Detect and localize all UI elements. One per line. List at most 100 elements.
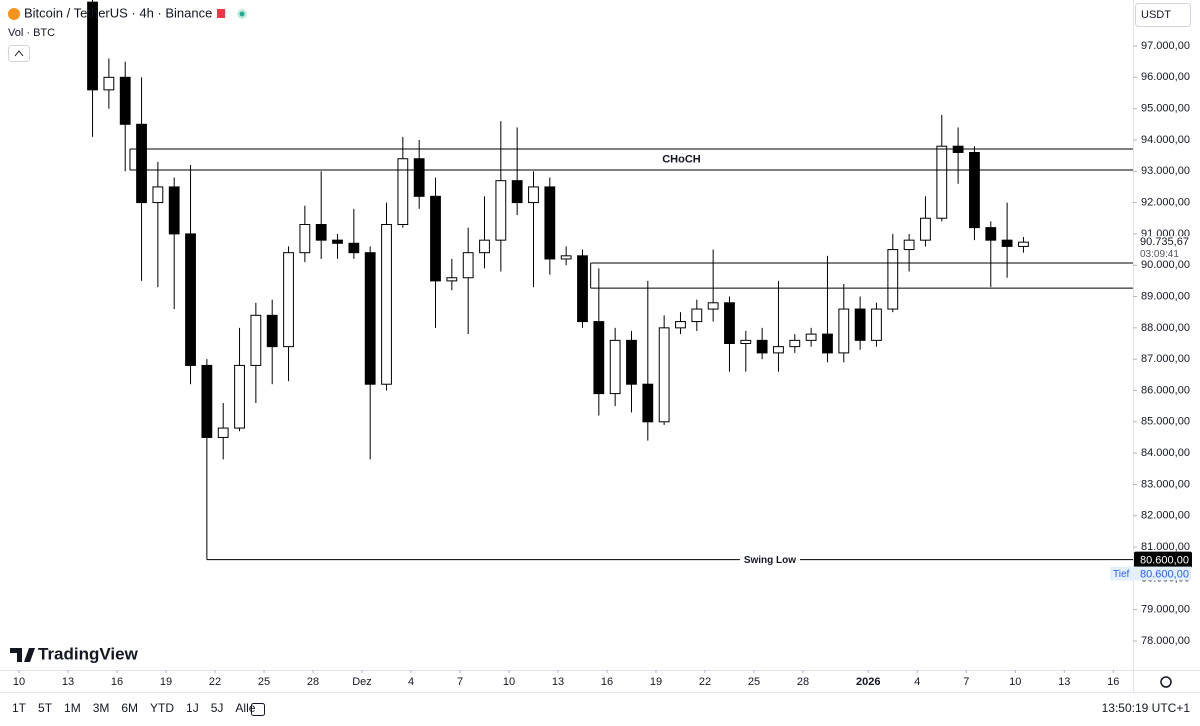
candle-body: [789, 339, 801, 348]
timeframe-button[interactable]: 5T: [38, 701, 53, 715]
candle-body: [315, 224, 327, 241]
candle-body: [495, 180, 507, 241]
timeframe-button[interactable]: YTD: [150, 701, 174, 715]
y-tick-label: 89.000,00: [1141, 290, 1190, 302]
x-tick-label: 25: [258, 676, 270, 688]
candle-body: [658, 327, 670, 423]
candle-body: [185, 233, 196, 366]
candle-body: [544, 186, 556, 260]
status-dot: [239, 11, 245, 17]
candle-body: [430, 195, 441, 282]
x-tick-label: 2026: [856, 676, 880, 688]
timeframe-button[interactable]: 1M: [64, 701, 81, 715]
low-marker-price: 80.600,00: [1140, 568, 1189, 580]
candle-body: [152, 186, 164, 204]
candle-body: [136, 123, 147, 204]
x-tick-label: 7: [963, 676, 969, 688]
last-price-bg: [1136, 236, 1192, 261]
settings-icon[interactable]: [1160, 676, 1172, 688]
x-tick-label: 13: [62, 676, 74, 688]
candle-body: [903, 239, 915, 251]
candle-body: [936, 145, 948, 219]
timeframe-button[interactable]: 3M: [93, 701, 110, 715]
clock: 13:50:19 UTC+1: [1102, 701, 1191, 715]
currency-label[interactable]: USDT: [1141, 9, 1171, 21]
timeframe-button[interactable]: Alle: [235, 701, 255, 715]
y-tick-label: 84.000,00: [1141, 447, 1190, 459]
candle-body: [773, 346, 784, 354]
x-tick-label: 4: [914, 676, 920, 688]
flag-icon[interactable]: [217, 9, 225, 18]
candle-body: [985, 227, 997, 241]
x-tick-label: 10: [1009, 676, 1021, 688]
x-tick-label: Dez: [352, 676, 372, 688]
level-label: Swing Low: [744, 555, 796, 566]
y-tick-label: 94.000,00: [1141, 134, 1190, 146]
candle-body: [707, 302, 719, 310]
candle-body: [299, 224, 311, 254]
timeframe-button[interactable]: 5J: [211, 701, 224, 715]
candle-body: [822, 333, 833, 354]
candle-body: [609, 339, 621, 395]
x-tick-label: 16: [601, 676, 613, 688]
y-tick-label: 79.000,00: [1141, 604, 1190, 616]
level-price-label: 80.600,00: [1140, 554, 1189, 566]
timeframe-button[interactable]: 1J: [186, 701, 199, 715]
candle-body: [217, 427, 229, 438]
calendar-icon[interactable]: [251, 703, 265, 716]
x-tick-label: 22: [209, 676, 221, 688]
low-marker-bg: [1110, 566, 1191, 581]
candle-body: [675, 321, 686, 329]
y-tick-label: 92.000,00: [1141, 196, 1190, 208]
x-tick-label: 7: [457, 676, 463, 688]
y-tick-label: 82.000,00: [1141, 510, 1190, 522]
plot-area: [87, 0, 1133, 561]
logo-text: TradingView: [38, 644, 139, 663]
timeframe-button[interactable]: 1T: [12, 701, 27, 715]
candle-body: [511, 180, 523, 204]
x-tick-label: 10: [13, 676, 25, 688]
x-tick-label: 28: [307, 676, 319, 688]
timeframe-button[interactable]: 6M: [121, 701, 138, 715]
candle-body: [1001, 239, 1013, 247]
candle-body: [756, 339, 768, 354]
zone-label: CHoCH: [662, 153, 701, 165]
currency-button[interactable]: [1135, 3, 1191, 27]
candle-body: [577, 255, 588, 323]
candle-body: [462, 252, 474, 279]
y-tick-label: 87.000,00: [1141, 353, 1190, 365]
candle-body: [364, 252, 376, 385]
low-marker-label: Tief: [1113, 569, 1130, 580]
collapse-button[interactable]: [8, 45, 30, 62]
candle-body: [87, 1, 98, 91]
y-tick-label: 86.000,00: [1141, 384, 1190, 396]
symbol-icon: [8, 8, 20, 20]
candle-body: [234, 364, 245, 429]
candle-body: [446, 277, 458, 282]
y-tick-label: 97.000,00: [1141, 40, 1190, 52]
y-tick-label: 95.000,00: [1141, 103, 1190, 115]
candle-body: [1018, 241, 1029, 247]
candle-body: [920, 217, 931, 241]
level-label-bg: [739, 552, 800, 567]
candle-body: [201, 364, 213, 438]
logo: TradingView: [10, 644, 139, 663]
symbol-title: Bitcoin / TetherUS · 4h · Binance: [24, 5, 212, 20]
x-tick-label: 13: [552, 676, 564, 688]
candle-body: [168, 186, 180, 235]
x-tick-label: 4: [408, 676, 414, 688]
candle-body: [348, 242, 360, 254]
candle-body: [528, 186, 539, 204]
collapse-icon: [14, 50, 24, 57]
candle-body: [691, 308, 703, 323]
candle-body: [397, 158, 409, 226]
candle-body: [626, 339, 637, 385]
y-tick-label: 88.000,00: [1141, 322, 1190, 334]
candle-body: [887, 249, 899, 310]
x-tick-label: 28: [797, 676, 809, 688]
candle-body: [854, 308, 866, 341]
candle-body: [266, 314, 278, 348]
y-tick-label: 83.000,00: [1141, 478, 1190, 490]
